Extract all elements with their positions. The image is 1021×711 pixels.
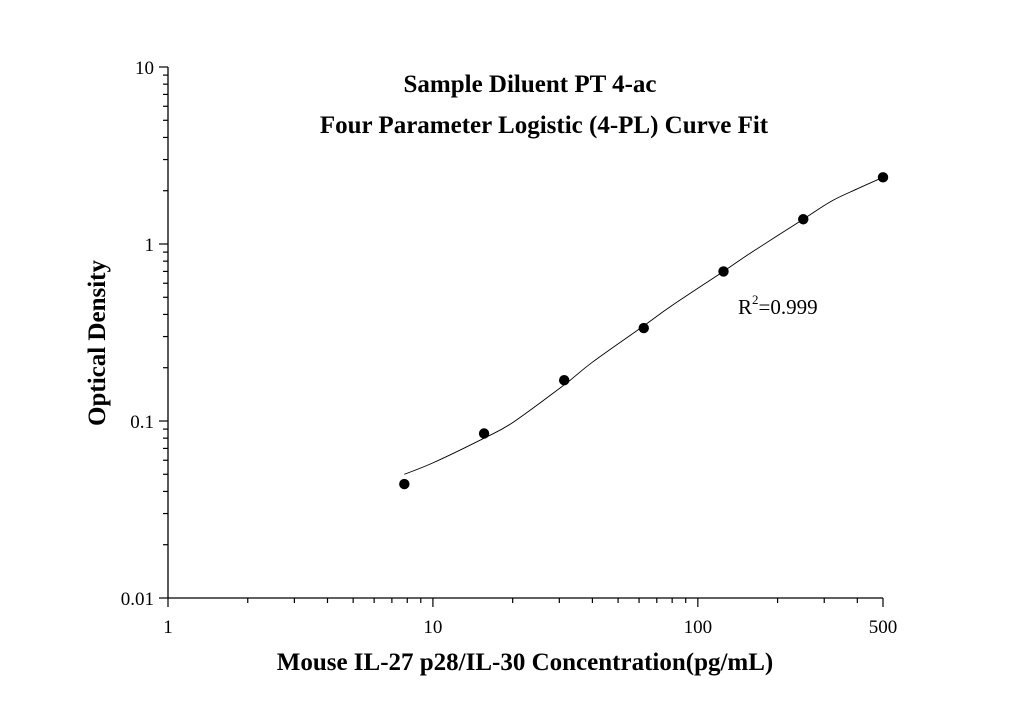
y-ticks: 0.01 0.1 1 10 [121, 58, 168, 610]
r-squared-superscript: 2 [752, 292, 759, 307]
chart-title: Sample Diluent PT 4-ac [403, 71, 656, 98]
x-tick-label: 500 [869, 617, 898, 638]
data-point [558, 375, 570, 386]
y-axis-title: Optical Density [84, 260, 111, 426]
x-axis-title: Mouse IL-27 p28/IL-30 Concentration(pg/m… [277, 649, 774, 676]
data-points [399, 172, 889, 490]
x-ticks: 1 10 100 500 [163, 598, 897, 638]
x-tick-label: 1 [163, 617, 173, 638]
y-tick-label: 0.1 [130, 412, 154, 433]
data-point [718, 266, 729, 277]
data-point [877, 172, 889, 183]
r-squared-annotation: R2=0.999 [738, 292, 818, 319]
r-squared-base: R [738, 295, 752, 319]
data-point [798, 214, 809, 225]
data-point [399, 478, 410, 490]
plot-area: 1 10 100 500 0.01 0.1 1 10 [121, 58, 898, 638]
x-tick-label: 100 [684, 617, 713, 638]
y-tick-label: 10 [135, 58, 154, 79]
data-point [638, 322, 649, 334]
chart-subtitle: Four Parameter Logistic (4-PL) Curve Fit [320, 112, 769, 139]
data-point [478, 428, 490, 439]
r-squared-value: =0.999 [759, 295, 818, 319]
x-tick-label: 10 [423, 617, 442, 638]
y-tick-label: 1 [145, 235, 155, 256]
y-tick-label: 0.01 [121, 589, 154, 610]
